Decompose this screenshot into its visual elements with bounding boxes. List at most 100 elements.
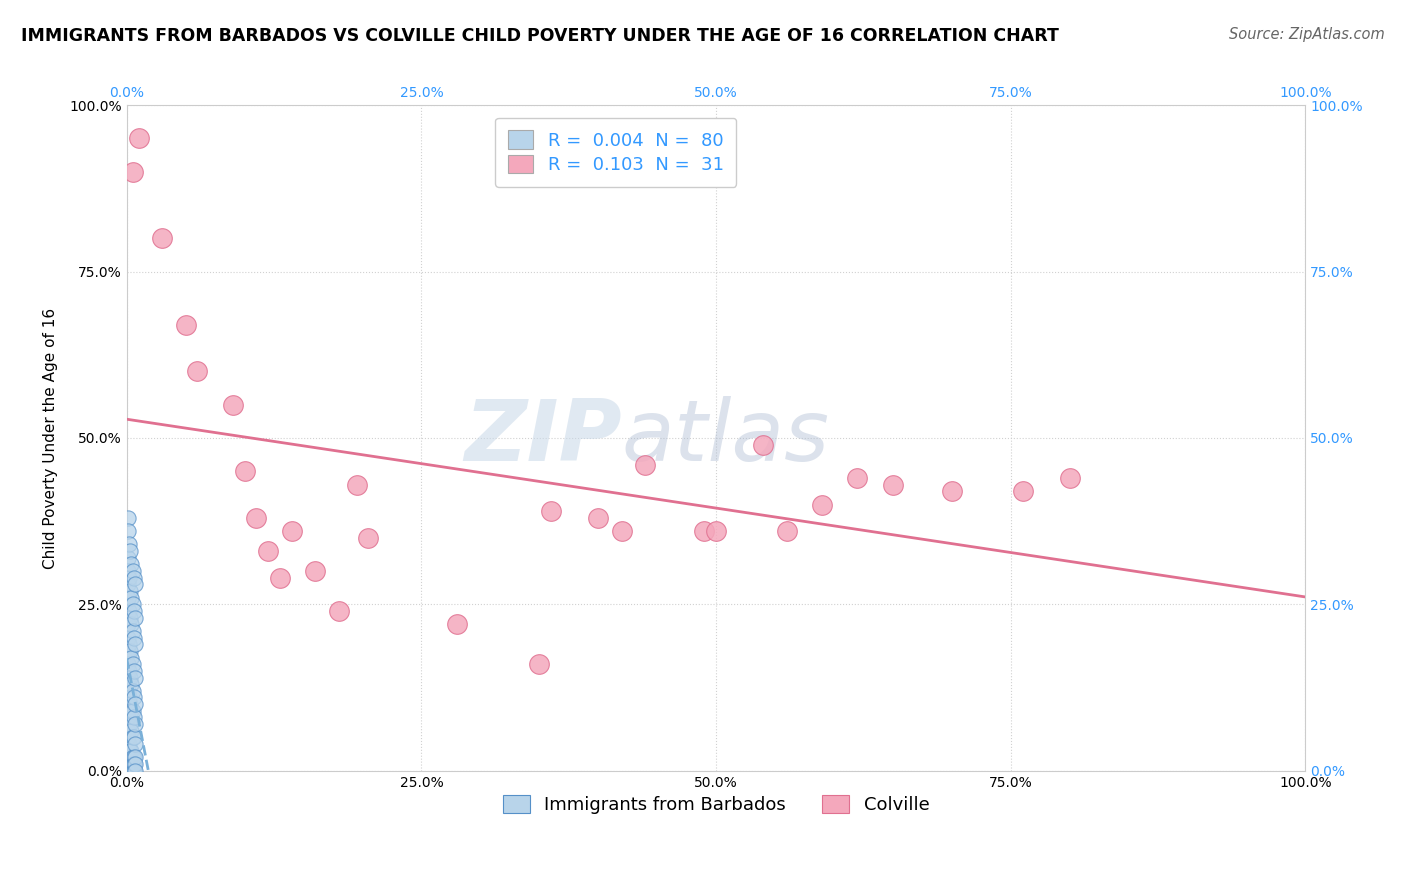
Point [120, 723, 142, 738]
Text: Source: ZipAtlas.com: Source: ZipAtlas.com [1229, 27, 1385, 42]
Point [124, 577, 146, 591]
Point [118, 664, 141, 678]
Point [117, 710, 139, 724]
Point [120, 744, 142, 758]
Point [117, 731, 139, 745]
Point [529, 657, 551, 672]
Point [186, 364, 208, 378]
Text: ZIP: ZIP [464, 396, 621, 480]
Point [540, 504, 562, 518]
Point [117, 683, 139, 698]
Point [117, 750, 139, 764]
Point [124, 697, 146, 711]
Point [122, 604, 145, 618]
Point [121, 165, 143, 179]
Point [117, 737, 139, 751]
Point [117, 697, 139, 711]
Point [120, 591, 142, 605]
Point [120, 584, 142, 599]
Point [120, 717, 142, 731]
Point [121, 564, 143, 578]
Point [811, 498, 834, 512]
Point [122, 571, 145, 585]
Point [118, 637, 141, 651]
Point [882, 477, 904, 491]
Point [150, 231, 173, 245]
Point [124, 637, 146, 651]
Point [124, 717, 146, 731]
Point [118, 737, 141, 751]
Point [121, 731, 143, 745]
Point [121, 624, 143, 638]
Point [121, 757, 143, 772]
Point [124, 750, 146, 764]
Point [120, 764, 142, 778]
Point [118, 604, 141, 618]
Point [117, 564, 139, 578]
Point [446, 617, 468, 632]
Point [120, 617, 142, 632]
Point [328, 604, 350, 618]
Point [634, 458, 657, 472]
Point [120, 757, 142, 772]
Point [120, 558, 142, 572]
Point [610, 524, 633, 538]
Point [233, 464, 256, 478]
Point [120, 764, 142, 778]
Point [128, 131, 150, 145]
Point [117, 591, 139, 605]
Point [122, 757, 145, 772]
Legend: Immigrants from Barbados, Colville: Immigrants from Barbados, Colville [495, 788, 936, 822]
Point [121, 683, 143, 698]
Point [304, 564, 326, 578]
Point [1059, 471, 1081, 485]
Point [121, 704, 143, 718]
Point [118, 537, 141, 551]
Point [357, 531, 380, 545]
Point [174, 318, 197, 332]
Point [117, 757, 139, 772]
Point [124, 757, 146, 772]
Point [118, 717, 141, 731]
Point [120, 644, 142, 658]
Point [117, 550, 139, 565]
Point [117, 764, 139, 778]
Point [346, 477, 368, 491]
Point [846, 471, 869, 485]
Point [117, 511, 139, 525]
Point [120, 744, 142, 758]
Point [117, 577, 139, 591]
Point [120, 757, 142, 772]
Point [117, 631, 139, 645]
Point [120, 671, 142, 685]
Text: atlas: atlas [621, 396, 830, 480]
Point [704, 524, 727, 538]
Point [280, 524, 302, 538]
Point [117, 524, 139, 538]
Point [117, 644, 139, 658]
Point [122, 631, 145, 645]
Point [1011, 484, 1033, 499]
Point [693, 524, 716, 538]
Point [124, 764, 146, 778]
Point [586, 511, 609, 525]
Point [120, 697, 142, 711]
Point [122, 764, 145, 778]
Point [120, 610, 142, 624]
Point [121, 657, 143, 672]
Point [122, 664, 145, 678]
Point [120, 704, 142, 718]
Point [245, 511, 267, 525]
Point [121, 597, 143, 611]
Point [117, 723, 139, 738]
Point [269, 571, 291, 585]
Point [122, 690, 145, 705]
Point [121, 764, 143, 778]
Point [752, 437, 775, 451]
Point [941, 484, 963, 499]
Point [122, 731, 145, 745]
Point [121, 750, 143, 764]
Point [118, 764, 141, 778]
Point [124, 610, 146, 624]
Point [118, 690, 141, 705]
